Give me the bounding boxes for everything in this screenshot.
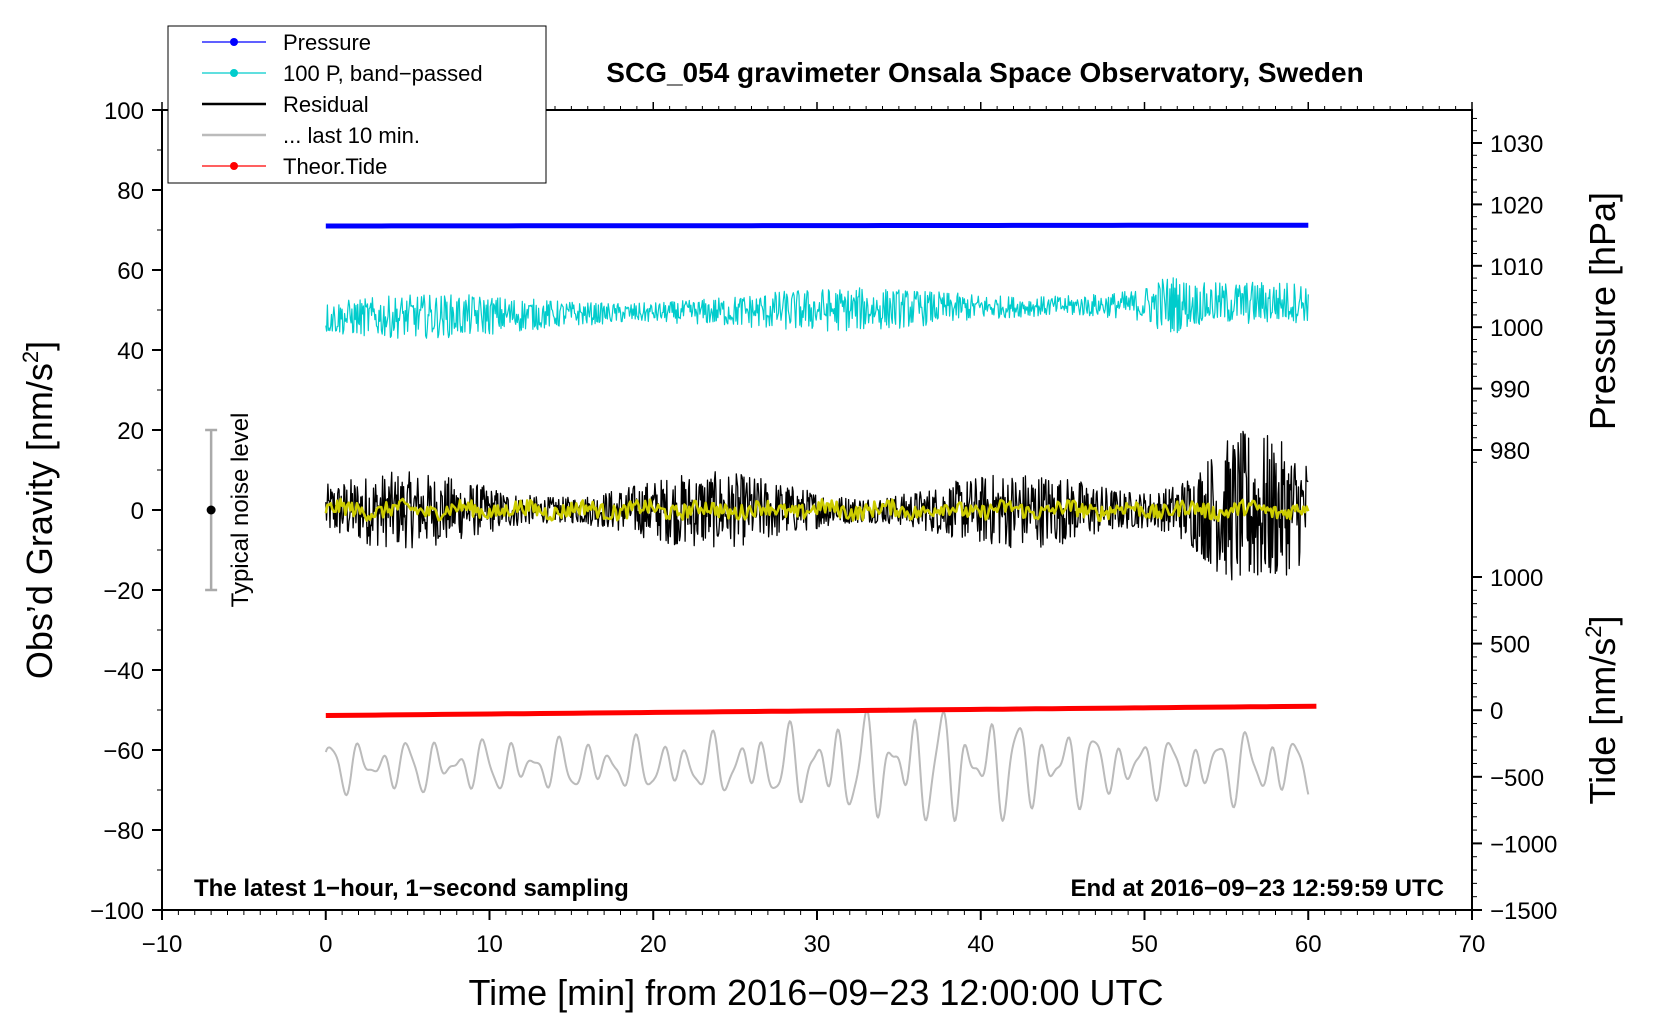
y-axis-title-gravity-end: ] <box>19 341 60 351</box>
pressure-tick-label: 990 <box>1490 377 1530 404</box>
legend-label: ... last 10 min. <box>283 123 420 148</box>
x-tick-label: −10 <box>142 931 183 958</box>
y-axis-title-tide-sup: 2 <box>1581 626 1606 638</box>
series-line-pressure <box>325 222 1309 229</box>
note-sampling: The latest 1−hour, 1−second sampling <box>194 875 629 902</box>
y-tick-label: 100 <box>104 98 144 125</box>
x-tick-label: 50 <box>1131 931 1158 958</box>
tide-tick-label: −1000 <box>1490 831 1557 858</box>
y-tick-label: −40 <box>103 658 144 685</box>
noise-level-label: Typical noise level <box>227 413 254 608</box>
pressure-tick-label: 1030 <box>1490 131 1543 158</box>
y-axis-pressure: 980 990 1000 1010 1020 1030 <box>1472 117 1543 465</box>
legend-label: Theor.Tide <box>283 154 387 179</box>
legend-marker <box>230 38 238 46</box>
series-line-residual-smoothed <box>324 497 1310 523</box>
legend-label: 100 P, band−passed <box>283 61 483 86</box>
y-tick-label: 20 <box>117 418 144 445</box>
y-axis-title-tide: Tide [nm/s2] <box>1581 616 1623 805</box>
x-tick-label: 30 <box>804 931 831 958</box>
y-axis-title-tide-end: ] <box>1582 616 1623 626</box>
y-axis-title-pressure: Pressure [hPa] <box>1582 192 1623 430</box>
legend-label: Pressure <box>283 30 371 55</box>
noise-level-bar <box>205 428 218 592</box>
tide-tick-label: 500 <box>1490 632 1530 659</box>
x-axis-title: Time [min] from 2016−09−23 12:00:00 UTC <box>468 972 1163 1013</box>
legend: Pressure 100 P, band−passed Residual ... la… <box>167 25 547 184</box>
legend-marker <box>230 69 238 77</box>
x-tick-label: 0 <box>319 931 332 958</box>
series-line-last-10-min <box>324 709 1310 822</box>
pressure-tick-label: 980 <box>1490 438 1530 465</box>
y-axis-title-gravity-sup: 2 <box>18 351 43 363</box>
y-axis-gravity: −100 −80 −60 −40 −20 0 20 40 60 80 100 <box>90 98 162 925</box>
y-tick-label: −80 <box>103 818 144 845</box>
noise-bar-center-dot <box>206 505 216 515</box>
y-tick-label: −100 <box>90 898 144 925</box>
tide-tick-label: −1500 <box>1490 898 1557 925</box>
tide-tick-label: 1000 <box>1490 565 1543 592</box>
y-axis-tide: −1500 −1000 −500 0 500 1000 <box>1472 565 1557 925</box>
series-line-band-passed-pressure <box>325 277 1309 339</box>
y-axis-title-gravity: Obs’d Gravity [nm/s2] <box>18 341 60 679</box>
y-tick-label: 40 <box>117 338 144 365</box>
y-tick-label: 60 <box>117 258 144 285</box>
pressure-tick-label: 1020 <box>1490 192 1543 219</box>
x-tick-label: 40 <box>967 931 994 958</box>
x-axis: −10 0 10 20 30 40 50 60 70 <box>142 102 1486 958</box>
y-tick-label: 0 <box>131 498 144 525</box>
series-layer <box>324 222 1317 822</box>
series-line-theor-tide <box>325 703 1317 718</box>
y-tick-label: −20 <box>103 578 144 605</box>
series-line-residual <box>325 430 1309 581</box>
legend-label: Residual <box>283 92 369 117</box>
y-axis-title-gravity-main: Obs’d Gravity [nm/s <box>19 363 60 679</box>
note-end-time: End at 2016−09−23 12:59:59 UTC <box>1070 875 1444 902</box>
pressure-tick-label: 1000 <box>1490 315 1543 342</box>
x-tick-label: 10 <box>476 931 503 958</box>
chart-title: SCG_054 gravimeter Onsala Space Observat… <box>606 57 1363 88</box>
tide-tick-label: 0 <box>1490 698 1503 725</box>
x-tick-label: 20 <box>640 931 667 958</box>
pressure-tick-label: 1010 <box>1490 254 1543 281</box>
y-tick-label: −60 <box>103 738 144 765</box>
x-tick-label: 70 <box>1459 931 1486 958</box>
y-tick-label: 80 <box>117 178 144 205</box>
tide-tick-label: −500 <box>1490 765 1544 792</box>
legend-marker <box>230 162 238 170</box>
x-tick-label: 60 <box>1295 931 1322 958</box>
y-axis-title-tide-main: Tide [nm/s <box>1582 638 1623 805</box>
